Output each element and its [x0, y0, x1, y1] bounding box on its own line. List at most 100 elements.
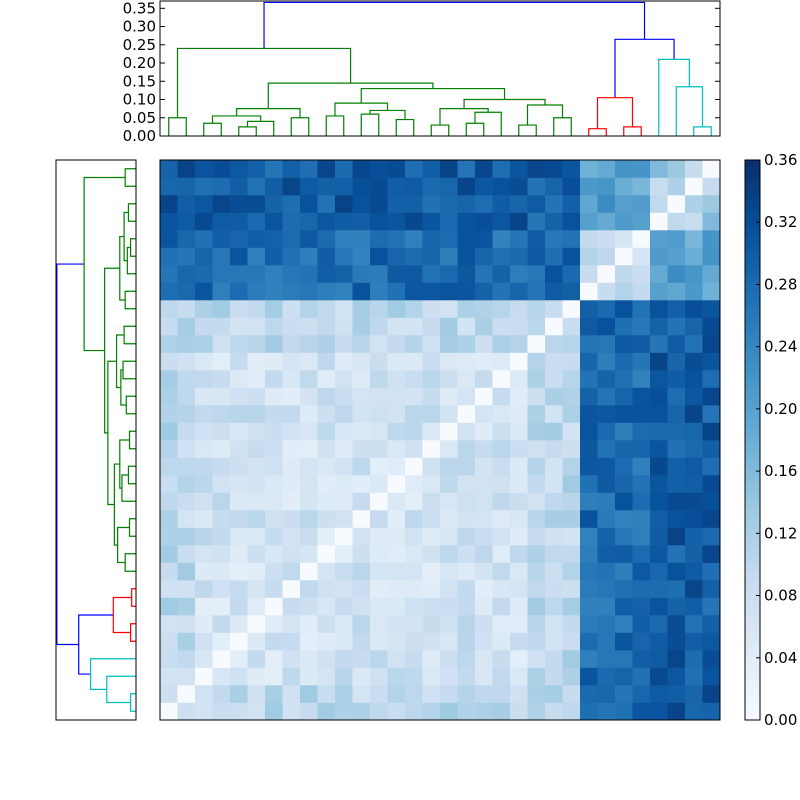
heatmap-cell	[335, 580, 353, 598]
heatmap-cell	[422, 667, 441, 686]
heatmap-cell	[667, 230, 686, 248]
heatmap-cell	[545, 545, 563, 563]
heatmap-cell	[440, 492, 458, 511]
heatmap-cell	[335, 300, 353, 318]
heatmap-cell	[702, 492, 721, 511]
colorbar-segment	[745, 565, 760, 571]
heatmap-cell	[247, 160, 266, 178]
heatmap-cell	[510, 195, 528, 213]
heatmap-cell	[422, 632, 441, 651]
dendrogram-link	[675, 86, 704, 136]
heatmap-cell	[527, 702, 546, 721]
heatmap-cell	[597, 247, 616, 266]
heatmap-cell	[615, 160, 633, 178]
colorbar-segment	[745, 315, 760, 321]
heatmap-cell	[405, 580, 423, 598]
heatmap-cell	[545, 562, 563, 581]
heatmap-cell	[387, 440, 406, 458]
heatmap-cell	[405, 492, 423, 511]
heatmap-cell	[562, 247, 581, 266]
heatmap-cell	[510, 387, 528, 406]
heatmap-cell	[265, 685, 283, 703]
heatmap-cell	[597, 212, 616, 231]
heatmap-cell	[597, 317, 616, 336]
heatmap-cell	[527, 685, 546, 703]
heatmap-cell	[667, 527, 686, 546]
heatmap-cell	[282, 440, 301, 458]
heatmap-cell	[580, 562, 598, 581]
heatmap-cell	[440, 300, 458, 318]
heatmap-cell	[265, 352, 283, 371]
heatmap-cell	[177, 212, 196, 231]
heatmap-cell	[265, 282, 283, 301]
colorbar-segment	[745, 390, 760, 396]
colorbar-segment	[745, 285, 760, 291]
heatmap-cell	[685, 580, 703, 598]
dendrogram-link	[127, 203, 136, 222]
heatmap-cell	[370, 317, 388, 336]
heatmap-cell	[650, 160, 668, 178]
heatmap-cell	[317, 667, 336, 686]
heatmap-cell	[632, 317, 651, 336]
colorbar-segment	[745, 340, 760, 346]
heatmap-cell	[177, 300, 196, 318]
heatmap-cell	[597, 667, 616, 686]
heatmap-cell	[545, 265, 563, 283]
heatmap-cell	[352, 545, 371, 563]
colorbar-segment	[745, 700, 760, 706]
heatmap-cell	[405, 702, 423, 721]
heatmap-cell	[247, 335, 266, 353]
heatmap-cell	[247, 282, 266, 301]
colorbar-segment	[745, 675, 760, 681]
heatmap-cell	[527, 422, 546, 441]
heatmap-cell	[387, 247, 406, 266]
heatmap-cell	[457, 160, 476, 178]
heatmap-cell	[352, 335, 371, 353]
colorbar-segment	[745, 490, 760, 496]
heatmap-cell	[702, 667, 721, 686]
heatmap-cell	[405, 177, 423, 196]
heatmap-cell	[702, 562, 721, 581]
heatmap-cell	[527, 387, 546, 406]
heatmap-cell	[300, 335, 318, 353]
heatmap-cell	[422, 405, 441, 423]
heatmap-cell	[457, 527, 476, 546]
heatmap-cell	[527, 212, 546, 231]
heatmap-cell	[545, 282, 563, 301]
heatmap-cell	[212, 440, 231, 458]
heatmap-cell	[475, 230, 493, 248]
heatmap-cell	[685, 457, 703, 476]
heatmap-cell	[685, 492, 703, 511]
heatmap-cell	[265, 545, 283, 563]
heatmap-cell	[702, 702, 721, 721]
colorbar-segment	[745, 205, 760, 211]
heatmap-cell	[300, 562, 318, 581]
heatmap-cell	[195, 160, 213, 178]
heatmap-cell	[300, 615, 318, 633]
heatmap-cell	[527, 177, 546, 196]
heatmap-cell	[335, 247, 353, 266]
heatmap-cell	[212, 527, 231, 546]
heatmap-cell	[545, 230, 563, 248]
heatmap-cell	[562, 457, 581, 476]
heatmap-cell	[300, 475, 318, 493]
heatmap-cell	[195, 440, 213, 458]
heatmap-cell	[650, 632, 668, 651]
heatmap-cell	[457, 440, 476, 458]
heatmap-cell	[527, 510, 546, 528]
colorbar: 0.00 0.04 0.08 0.12 0.16 0.20 0.24 0.28 0.32 0.36	[744, 151, 797, 729]
heatmap-cell	[230, 440, 248, 458]
heatmap-cell	[685, 685, 703, 703]
heatmap-cell	[370, 667, 388, 686]
heatmap-cell	[632, 527, 651, 546]
heatmap-cell	[545, 527, 563, 546]
heatmap-cell	[195, 492, 213, 511]
heatmap-cell	[195, 545, 213, 563]
heatmap-cell	[475, 580, 493, 598]
heatmap-cell	[492, 597, 511, 616]
heatmap-cell	[650, 282, 668, 301]
heatmap-cell	[405, 282, 423, 301]
heatmap-cell	[230, 212, 248, 231]
heatmap-cell	[702, 527, 721, 546]
colorbar-segment	[745, 350, 760, 356]
